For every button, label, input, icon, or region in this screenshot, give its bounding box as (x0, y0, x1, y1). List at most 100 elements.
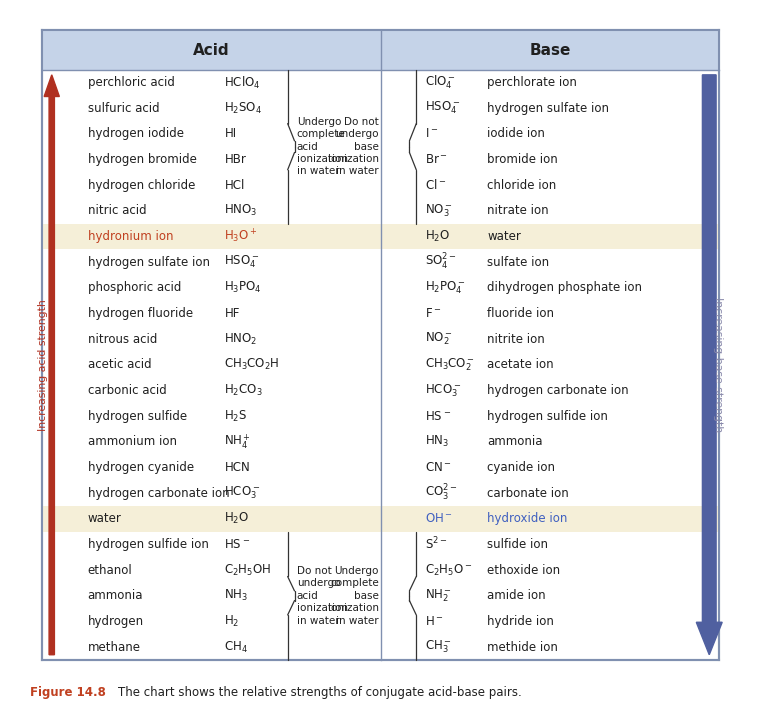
Bar (702, 576, 716, 583)
Text: Br$^-$: Br$^-$ (425, 153, 447, 166)
Text: HNO$_3$: HNO$_3$ (224, 203, 258, 219)
Text: HClO$_4$: HClO$_4$ (224, 75, 261, 90)
Text: ethoxide ion: ethoxide ion (487, 563, 560, 577)
Bar (702, 185, 716, 192)
Bar (702, 583, 716, 590)
Text: perchloric acid: perchloric acid (88, 76, 174, 89)
Text: I$^-$: I$^-$ (425, 128, 438, 140)
Text: H$_2$PO$_4^-$: H$_2$PO$_4^-$ (425, 280, 465, 296)
Text: nitrate ion: nitrate ion (487, 204, 549, 217)
Text: nitrite ion: nitrite ion (487, 333, 545, 345)
Bar (702, 453, 716, 460)
Text: H$_2$: H$_2$ (224, 614, 240, 629)
Bar (702, 240, 716, 247)
Text: C$_2$H$_5$OH: C$_2$H$_5$OH (224, 563, 272, 577)
Text: nitrous acid: nitrous acid (88, 333, 157, 345)
Bar (42, 223, 719, 250)
Text: S$^{2-}$: S$^{2-}$ (425, 536, 447, 553)
Text: ethanol: ethanol (88, 563, 132, 577)
Text: hydrogen carbonate ion: hydrogen carbonate ion (88, 486, 229, 500)
Bar (702, 102, 716, 109)
Text: iodide ion: iodide ion (487, 128, 545, 140)
Text: amide ion: amide ion (487, 589, 546, 602)
Bar (702, 548, 716, 556)
FancyArrow shape (696, 75, 722, 655)
Bar (702, 508, 716, 515)
Text: CH$_3$CO$_2$H: CH$_3$CO$_2$H (224, 357, 280, 372)
Text: H$_2$O: H$_2$O (425, 229, 450, 244)
Text: carbonic acid: carbonic acid (88, 384, 166, 397)
Text: chloride ion: chloride ion (487, 178, 556, 192)
Bar (702, 212, 716, 219)
Text: Increasing base strength: Increasing base strength (712, 298, 723, 432)
Bar (702, 226, 716, 233)
Text: HS$^-$: HS$^-$ (224, 538, 250, 551)
Bar (702, 603, 716, 611)
Bar (702, 95, 716, 102)
Text: hydroxide ion: hydroxide ion (487, 513, 568, 525)
Text: NH$_3$: NH$_3$ (224, 588, 248, 603)
Text: ammonia: ammonia (88, 589, 143, 602)
Text: ammonia: ammonia (487, 435, 543, 448)
Text: The chart shows the relative strengths of conjugate acid-base pairs.: The chart shows the relative strengths o… (118, 686, 522, 699)
Bar (702, 405, 716, 412)
Bar (702, 446, 716, 453)
Bar (702, 363, 716, 370)
Bar (702, 302, 716, 308)
Bar (702, 501, 716, 508)
Text: hydrogen sulfate ion: hydrogen sulfate ion (487, 102, 609, 115)
Bar (702, 171, 716, 178)
Text: methide ion: methide ion (487, 641, 558, 654)
Bar (702, 274, 716, 281)
Text: C$_2$H$_5$O$^-$: C$_2$H$_5$O$^-$ (425, 563, 472, 577)
Text: hydrogen bromide: hydrogen bromide (88, 153, 196, 166)
Bar (702, 89, 716, 95)
Text: HCl: HCl (224, 178, 245, 192)
Bar (702, 295, 716, 302)
Text: HF: HF (224, 307, 240, 320)
Bar (702, 556, 716, 563)
Bar (702, 563, 716, 570)
Text: hydride ion: hydride ion (487, 615, 554, 628)
Text: H$_3$PO$_4$: H$_3$PO$_4$ (224, 281, 263, 295)
Text: methane: methane (88, 641, 141, 654)
Bar (702, 460, 716, 466)
Text: cyanide ion: cyanide ion (487, 461, 555, 474)
Bar (702, 267, 716, 274)
Text: HSO$_4^-$: HSO$_4^-$ (224, 254, 260, 271)
Bar (702, 521, 716, 528)
Bar (702, 466, 716, 473)
Bar (702, 308, 716, 315)
Text: acetate ion: acetate ion (487, 358, 554, 372)
Bar (702, 611, 716, 618)
Bar (702, 432, 716, 439)
Text: hydronium ion: hydronium ion (88, 230, 173, 243)
Text: OH$^-$: OH$^-$ (425, 513, 453, 525)
Text: Undergo
complete
acid
ionization
in water: Undergo complete acid ionization in wate… (297, 117, 348, 176)
Text: CH$_3$CO$_2^-$: CH$_3$CO$_2^-$ (425, 357, 475, 373)
Text: hydrogen sulfide ion: hydrogen sulfide ion (88, 538, 209, 551)
Bar (42, 30, 719, 70)
Bar (42, 30, 719, 660)
Bar (702, 590, 716, 597)
Text: hydrogen cyanide: hydrogen cyanide (88, 461, 193, 474)
Text: sulfide ion: sulfide ion (487, 538, 548, 551)
Bar (702, 247, 716, 253)
Text: hydrogen: hydrogen (88, 615, 144, 628)
Text: ClO$_4^-$: ClO$_4^-$ (425, 74, 455, 91)
Text: HNO$_2$: HNO$_2$ (224, 331, 258, 347)
Bar (702, 281, 716, 288)
Text: H$_3$O$^+$: H$_3$O$^+$ (224, 228, 258, 245)
Bar (702, 329, 716, 336)
Text: hydrogen iodide: hydrogen iodide (88, 128, 183, 140)
Text: nitric acid: nitric acid (88, 204, 146, 217)
Text: hydrogen sulfide: hydrogen sulfide (88, 410, 186, 422)
Text: hydrogen carbonate ion: hydrogen carbonate ion (487, 384, 629, 397)
Bar (702, 473, 716, 480)
Bar (702, 535, 716, 542)
Bar (702, 487, 716, 494)
Bar (702, 493, 716, 501)
Text: NO$_3^-$: NO$_3^-$ (425, 202, 453, 219)
Text: H$_2$O: H$_2$O (224, 511, 250, 527)
Text: H$_2$CO$_3$: H$_2$CO$_3$ (224, 383, 263, 398)
